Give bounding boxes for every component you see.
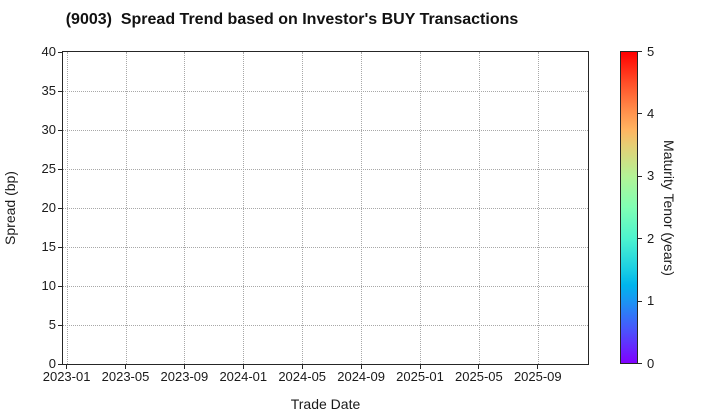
y-gridline (63, 247, 588, 248)
y-gridline (63, 286, 588, 287)
y-tick-label: 0 (48, 356, 56, 371)
x-tick-mark (125, 365, 126, 369)
y-tick-label: 15 (41, 239, 56, 254)
colorbar-tick-label: 3 (647, 168, 655, 184)
plot-area (62, 51, 589, 365)
x-tick-mark (478, 365, 480, 369)
y-tick-mark (58, 246, 62, 248)
y-tick-label: 30 (41, 122, 56, 137)
y-tick-label: 5 (48, 317, 56, 332)
y-tick-mark (58, 90, 62, 92)
chart-title: (9003) Spread Trend based on Investor's … (65, 11, 519, 28)
x-axis-label: Trade Date (290, 396, 361, 412)
y-gridline (63, 325, 588, 326)
colorbar-tick-mark (638, 238, 642, 240)
y-tick-mark (58, 363, 62, 365)
x-gridline (125, 52, 127, 364)
x-tick-label: 2023-01 (42, 369, 91, 384)
x-gridline (478, 52, 480, 364)
y-tick-label: 35 (41, 83, 56, 98)
y-tick-mark (58, 207, 62, 209)
y-tick-label: 40 (41, 44, 56, 59)
x-tick-mark (537, 365, 539, 369)
colorbar-label: Maturity Tenor (years) (661, 140, 677, 276)
y-tick-label: 10 (41, 278, 56, 293)
x-tick-label: 2025-05 (455, 369, 503, 384)
x-tick-mark (360, 365, 362, 369)
y-gridline (63, 208, 588, 209)
x-gridline (420, 52, 421, 364)
x-tick-label: 2024-09 (337, 369, 385, 384)
y-tick-mark (58, 51, 62, 53)
y-tick-mark (58, 129, 62, 131)
x-tick-label: 2023-05 (101, 369, 150, 384)
x-gridline (243, 52, 245, 364)
x-tick-label: 2025-09 (513, 369, 562, 384)
colorbar-tick-mark (638, 175, 642, 177)
y-gridline (63, 91, 588, 92)
x-tick-mark (242, 365, 244, 369)
x-tick-mark (66, 365, 68, 369)
y-tick-label: 20 (41, 200, 56, 215)
x-tick-label: 2024-05 (278, 369, 327, 384)
colorbar-tick-label: 2 (647, 230, 655, 246)
x-tick-label: 2023-09 (160, 369, 209, 384)
x-gridline (66, 52, 68, 364)
x-gridline (361, 52, 363, 364)
colorbar-tick-label: 4 (647, 105, 655, 121)
colorbar (620, 51, 638, 364)
x-tick-mark (183, 365, 185, 369)
y-tick-label: 25 (41, 161, 56, 176)
colorbar-tick-mark (638, 113, 642, 115)
colorbar-tick-mark (638, 363, 642, 364)
y-tick-mark (58, 285, 62, 287)
x-tick-label: 2024-01 (219, 369, 268, 384)
y-tick-mark (58, 168, 62, 170)
y-gridline (63, 169, 588, 170)
x-gridline (537, 52, 539, 364)
colorbar-tick-mark (638, 51, 642, 52)
x-tick-mark (301, 365, 303, 369)
colorbar-tick-label: 0 (647, 355, 655, 371)
y-tick-mark (58, 324, 62, 326)
colorbar-tick-label: 1 (647, 293, 655, 309)
colorbar-tick-label: 5 (647, 43, 655, 59)
x-gridline (302, 52, 304, 364)
y-axis-label: Spread (bp) (2, 171, 18, 245)
y-gridline (63, 130, 588, 131)
x-tick-mark (419, 365, 421, 369)
colorbar-tick-mark (638, 300, 642, 302)
x-tick-label: 2025-01 (396, 369, 444, 384)
x-gridline (184, 52, 186, 364)
